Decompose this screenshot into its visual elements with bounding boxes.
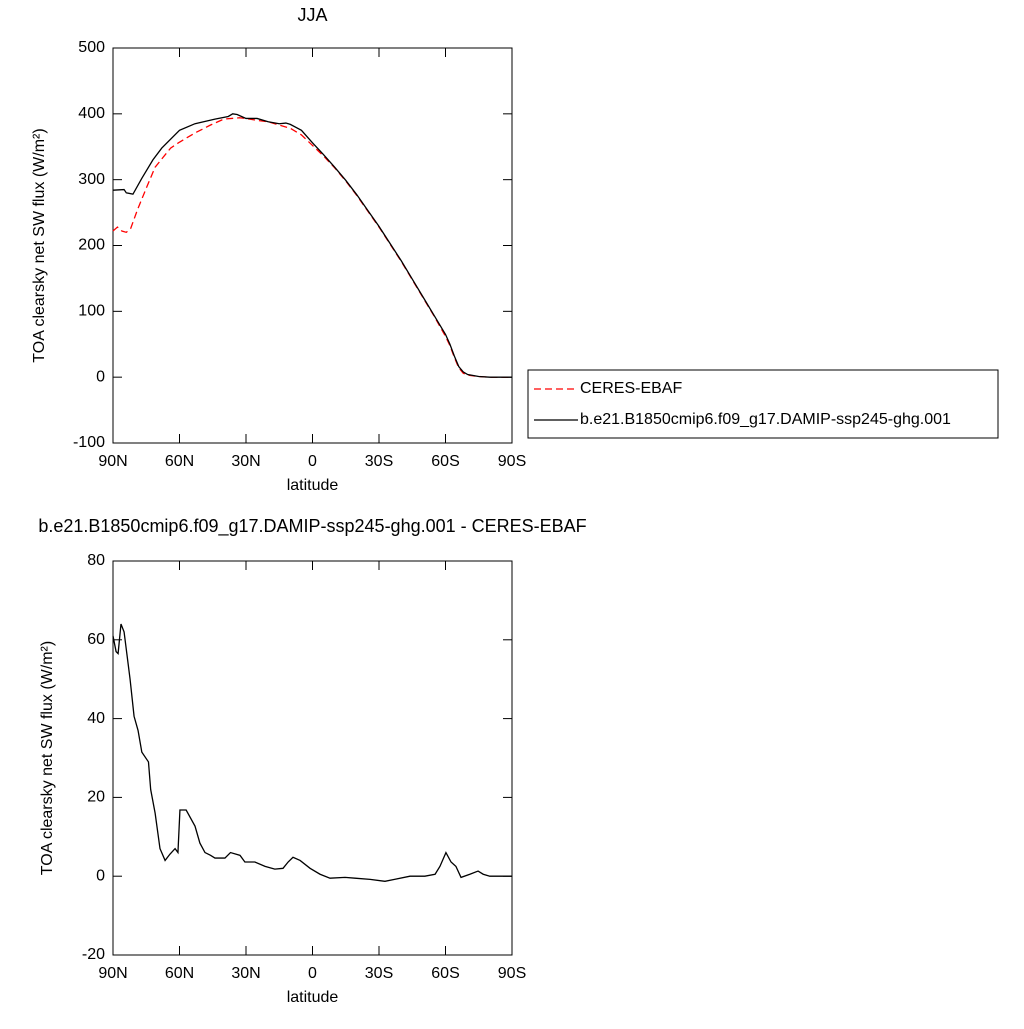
- x-tick-label: 0: [308, 453, 317, 470]
- x-tick-label: 90N: [98, 453, 127, 470]
- x-tick-label: 60S: [431, 453, 459, 470]
- y-tick-label: 100: [78, 303, 105, 320]
- series-line: [112, 623, 512, 882]
- chart-title: JJA: [297, 5, 327, 25]
- chart-title: b.e21.B1850cmip6.f09_g17.DAMIP-ssp245-gh…: [38, 516, 586, 537]
- x-axis-label: latitude: [287, 989, 339, 1006]
- x-tick-label: 30S: [365, 453, 393, 470]
- y-tick-label: 20: [87, 789, 105, 806]
- x-tick-label: 0: [308, 965, 317, 982]
- y-tick-label: 80: [87, 552, 105, 569]
- x-tick-label: 90N: [98, 965, 127, 982]
- legend-box: [527, 369, 999, 439]
- y-tick-label: 200: [78, 237, 105, 254]
- y-tick-label: 40: [87, 710, 105, 727]
- x-tick-label: 30N: [231, 965, 260, 982]
- legend: CERES-EBAF b.e21.B1850cmip6.f09_g17.DAMIP…: [527, 369, 999, 439]
- x-tick-label: 60S: [431, 965, 459, 982]
- y-tick-label: 0: [96, 867, 105, 884]
- legend-label: CERES-EBAF: [580, 380, 682, 397]
- y-tick-label: -100: [73, 434, 105, 451]
- plot-frame: [112, 560, 513, 956]
- y-axis-label: TOA clearsky net SW flux (W/m²): [39, 641, 56, 875]
- series-line: [112, 117, 512, 378]
- y-tick-label: 60: [87, 631, 105, 648]
- y-tick-label: 300: [78, 171, 105, 188]
- series-line: [112, 113, 512, 378]
- x-tick-label: 90S: [498, 965, 526, 982]
- y-axis-label: TOA clearsky net SW flux (W/m²): [31, 128, 48, 362]
- x-tick-label: 60N: [165, 965, 194, 982]
- x-tick-label: 60N: [165, 453, 194, 470]
- x-axis-label: latitude: [287, 477, 339, 494]
- y-tick-label: 0: [96, 368, 105, 385]
- x-tick-label: 30S: [365, 965, 393, 982]
- y-tick-label: 400: [78, 105, 105, 122]
- x-tick-label: 30N: [231, 453, 260, 470]
- y-tick-label: 500: [78, 39, 105, 56]
- y-tick-label: -20: [82, 946, 105, 963]
- legend-label: b.e21.B1850cmip6.f09_g17.DAMIP-ssp245-gh…: [580, 411, 951, 428]
- plot-frame: [112, 47, 513, 444]
- x-tick-label: 90S: [498, 453, 526, 470]
